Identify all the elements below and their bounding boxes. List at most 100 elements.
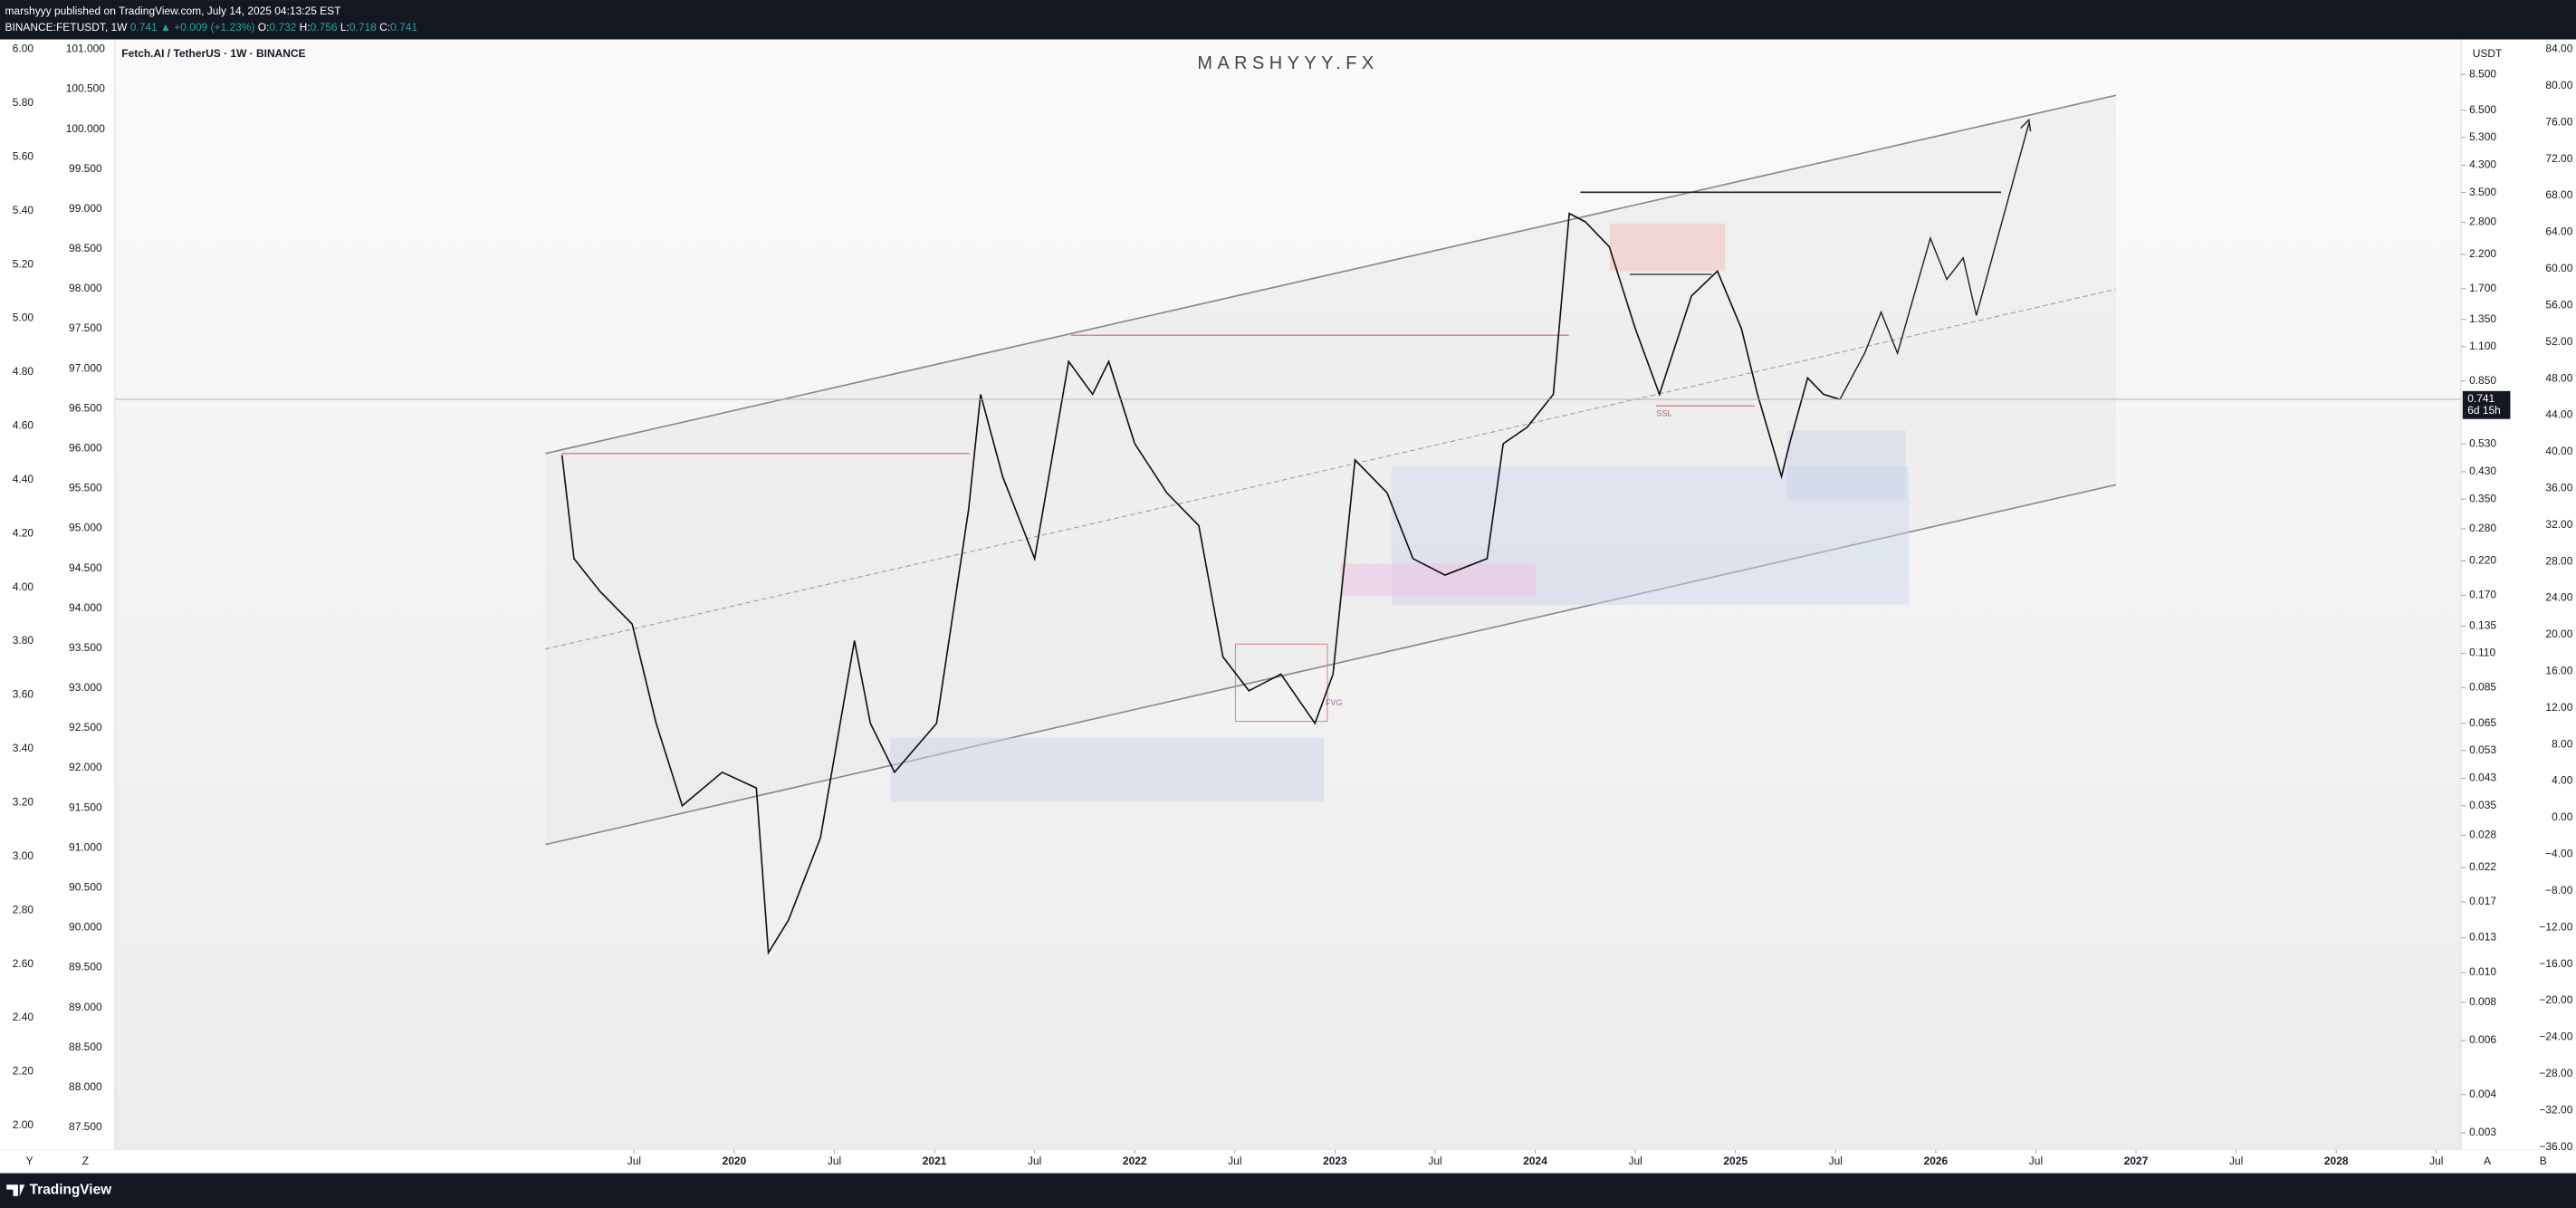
- left-scale-label: 6.00: [13, 43, 34, 55]
- time-axis: [0, 1150, 2576, 1174]
- left-scale-label: 94.500: [69, 561, 102, 574]
- left-scale-label: 93.000: [69, 681, 102, 694]
- price-tick-label: 0.028: [2469, 829, 2496, 841]
- supply-zone: [1610, 223, 1726, 272]
- top-bar: [0, 0, 2576, 40]
- time-tick-label: 2027: [2124, 1155, 2149, 1167]
- right-scale-label: 24.00: [2545, 591, 2572, 604]
- right-scale-label: 36.00: [2545, 481, 2572, 494]
- legend: Fetch.AI / TetherUS · 1W · BINANCE: [121, 47, 305, 60]
- price-tick-label: 8.500: [2469, 67, 2496, 80]
- right-scale-label: −20.00: [2539, 993, 2572, 1006]
- price-tick-label: 2.200: [2469, 247, 2496, 260]
- time-tick-label: 2020: [723, 1155, 747, 1167]
- left-scale-label: 4.00: [13, 580, 34, 593]
- left-scale-label: 2.20: [13, 1065, 34, 1078]
- ohlc-label: O:: [258, 21, 270, 34]
- fvg-zone: [1340, 563, 1537, 597]
- right-scale-label: 12.00: [2545, 701, 2572, 714]
- left-scale-label: 92.500: [69, 721, 102, 733]
- symbol: BINANCE:FETUSDT, 1W: [5, 21, 128, 34]
- ssl-label: SSL: [1656, 409, 1671, 418]
- right-scale-label: 8.00: [2552, 737, 2573, 750]
- corner-label: Y: [26, 1155, 34, 1167]
- right-scale-label: 48.00: [2545, 371, 2572, 384]
- price-tick-label: 0.170: [2469, 589, 2496, 601]
- price-tick-label: 0.110: [2469, 647, 2495, 659]
- left-scale-label: 3.80: [13, 634, 34, 647]
- right-scale-label: 52.00: [2545, 335, 2572, 348]
- time-tick-label: 2023: [1323, 1155, 1347, 1167]
- right-scale-label: 64.00: [2545, 225, 2572, 238]
- price-tick-label: 0.003: [2469, 1126, 2496, 1138]
- left-scale-label: 90.000: [69, 921, 102, 934]
- right-scale-label: 40.00: [2545, 445, 2572, 457]
- left-scale-label: 91.000: [69, 840, 102, 853]
- left-scale-label: 3.20: [13, 796, 34, 809]
- brand-logo: [6, 1184, 25, 1196]
- right-scale-label: 84.00: [2545, 43, 2572, 55]
- corner-label: A: [2484, 1155, 2491, 1167]
- time-tick-label: 2026: [1924, 1155, 1949, 1167]
- left-scale-label: 5.80: [13, 96, 34, 109]
- price-tick-label: 0.530: [2469, 436, 2496, 449]
- time-tick-label: Jul: [1228, 1155, 1241, 1167]
- left-scale-label: 96.000: [69, 442, 102, 455]
- price-line: [560, 212, 1841, 955]
- time-tick-label: Jul: [1428, 1155, 1441, 1167]
- price-tick-label: 0.008: [2469, 995, 2496, 1008]
- price-tick-label: 0.350: [2469, 492, 2496, 504]
- left-scale-label: 97.500: [69, 321, 102, 334]
- left-scale-label: 91.500: [69, 801, 102, 813]
- right-scale-label: −36.00: [2539, 1140, 2572, 1153]
- time-tick-label: Jul: [2429, 1155, 2443, 1167]
- left-scale-label: 4.20: [13, 526, 34, 539]
- right-scale-label: −12.00: [2539, 920, 2572, 933]
- right-scale-label: −8.00: [2545, 884, 2573, 896]
- ohlc-label: L:: [340, 21, 350, 34]
- change: ▲ +0.009 (+1.23%): [160, 21, 254, 34]
- price-tick-label: 0.017: [2469, 895, 2496, 907]
- right-scale-label: 72.00: [2545, 152, 2572, 165]
- projection-path: [1839, 122, 2030, 400]
- price-tick-label: 0.053: [2469, 743, 2496, 756]
- right-scale-label: 20.00: [2545, 628, 2572, 640]
- left-scale-label: 5.00: [13, 312, 34, 324]
- right-scale-label: 56.00: [2545, 298, 2572, 311]
- left-scale-label: 95.000: [69, 522, 102, 534]
- price-tick-label: 1.100: [2469, 340, 2496, 352]
- price-tick-label: 0.220: [2469, 554, 2496, 567]
- price-tick-label: 0.013: [2469, 931, 2496, 944]
- price-tag: [2462, 390, 2511, 419]
- price-tick-label: 3.500: [2469, 186, 2496, 198]
- footer-bar: [0, 1173, 2576, 1208]
- right-scale-label: 4.00: [2552, 774, 2573, 787]
- left-scale-label: 89.500: [69, 961, 102, 973]
- price-tick-label: 0.085: [2469, 680, 2496, 693]
- right-scale-label: −32.00: [2539, 1103, 2572, 1116]
- right-scale-label: 0.00: [2552, 810, 2573, 823]
- price-tick-label: 1.700: [2469, 282, 2496, 294]
- time-tick-label: Jul: [1628, 1155, 1642, 1167]
- price-tick-label: 0.006: [2469, 1033, 2496, 1046]
- left-scale-label: 97.000: [69, 361, 102, 374]
- left-scale-label: 2.80: [13, 903, 34, 916]
- time-tick-label: Jul: [828, 1155, 841, 1167]
- left-scale-label: 95.500: [69, 482, 102, 494]
- right-scale-label: −24.00: [2539, 1031, 2572, 1043]
- projection-arrow: [2020, 118, 2032, 132]
- price-tick-label: 0.430: [2469, 465, 2496, 477]
- time-tick-label: 2024: [1523, 1155, 1547, 1167]
- left-scale-label: 3.00: [13, 849, 34, 862]
- channel-fill: [545, 95, 2116, 845]
- left-scale-label: 87.500: [69, 1120, 102, 1133]
- fvg-label: FVG: [1326, 698, 1343, 707]
- drawings: [545, 94, 2117, 846]
- right-scale-label: 68.00: [2545, 188, 2572, 201]
- symbol-line: BINANCE:FETUSDT, 1W 0.741 ▲ +0.009 (+1.2…: [5, 21, 417, 34]
- left-scale-label: 92.000: [69, 761, 102, 773]
- left-scale-label: 101.000: [66, 43, 106, 55]
- left-scale-label: 3.40: [13, 742, 34, 754]
- time-tick-label: Jul: [2029, 1155, 2043, 1167]
